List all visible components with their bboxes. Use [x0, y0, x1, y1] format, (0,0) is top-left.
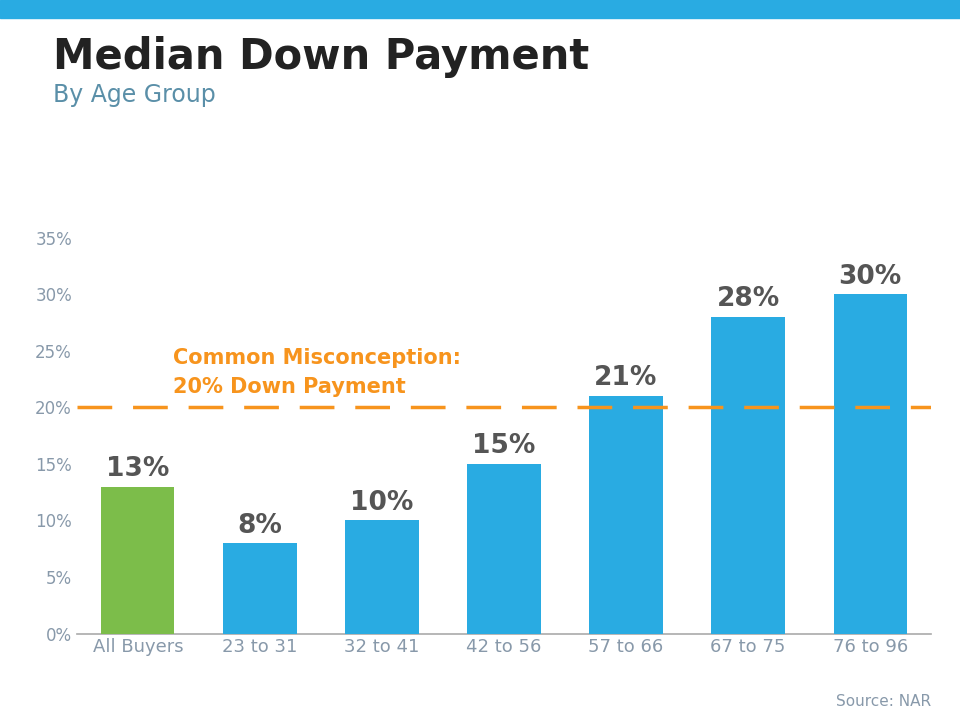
- Bar: [346, 521, 419, 634]
- Bar: [224, 543, 297, 634]
- Text: Common Misconception:: Common Misconception:: [173, 348, 461, 369]
- Text: 15%: 15%: [472, 433, 536, 459]
- Text: 20% Down Payment: 20% Down Payment: [173, 377, 406, 397]
- Text: 21%: 21%: [594, 366, 658, 392]
- Text: 13%: 13%: [107, 456, 170, 482]
- Bar: [468, 464, 540, 634]
- Text: 28%: 28%: [716, 287, 780, 312]
- Bar: [833, 294, 907, 634]
- Text: By Age Group: By Age Group: [53, 83, 216, 107]
- Text: 10%: 10%: [350, 490, 414, 516]
- Bar: [711, 317, 784, 634]
- Bar: [589, 396, 662, 634]
- Text: 30%: 30%: [838, 264, 901, 289]
- Text: Source: NAR: Source: NAR: [836, 694, 931, 709]
- Bar: [101, 487, 175, 634]
- Text: Median Down Payment: Median Down Payment: [53, 36, 589, 78]
- Text: 8%: 8%: [237, 513, 282, 539]
